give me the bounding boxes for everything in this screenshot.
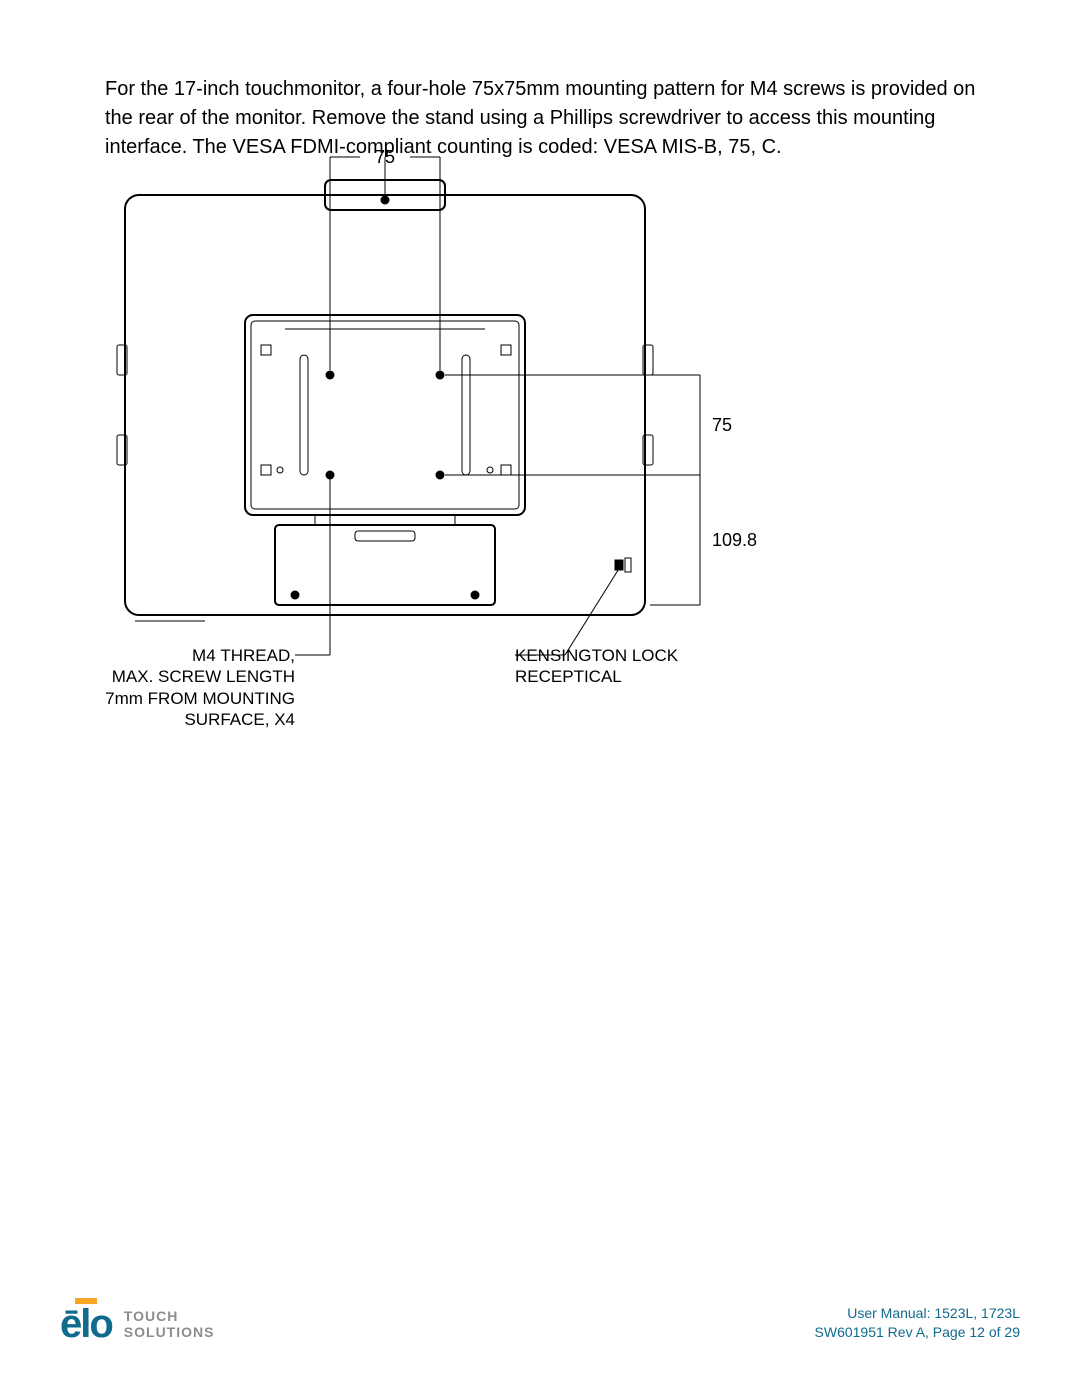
dim-label-right-109-8: 109.8 <box>712 530 757 551</box>
footer-line-1: User Manual: 1523L, 1723L <box>815 1304 1020 1323</box>
logo-sub-line2: SOLUTIONS <box>124 1325 215 1340</box>
page-footer: ēlo TOUCH SOLUTIONS User Manual: 1523L, … <box>60 1287 1020 1342</box>
footer-text: User Manual: 1523L, 1723L SW601951 Rev A… <box>815 1304 1020 1342</box>
page: For the 17-inch touchmonitor, a four-hol… <box>0 0 1080 1397</box>
dim-label-top-75: 75 <box>375 147 395 168</box>
logo-mark: ēlo <box>60 1298 112 1342</box>
elo-logo: ēlo TOUCH SOLUTIONS <box>60 1298 214 1342</box>
logo-sub-line1: TOUCH <box>124 1309 215 1324</box>
callout-kensington-lock: KENSINGTON LOCKRECEPTICAL <box>515 645 678 688</box>
footer-line-2: SW601951 Rev A, Page 12 of 29 <box>815 1323 1020 1342</box>
logo-wordmark: ēlo <box>60 1306 112 1342</box>
callout-m4-thread: M4 THREAD,MAX. SCREW LENGTH7mm FROM MOUN… <box>105 645 295 730</box>
logo-subtext: TOUCH SOLUTIONS <box>124 1309 215 1342</box>
dim-label-right-75: 75 <box>712 415 732 436</box>
